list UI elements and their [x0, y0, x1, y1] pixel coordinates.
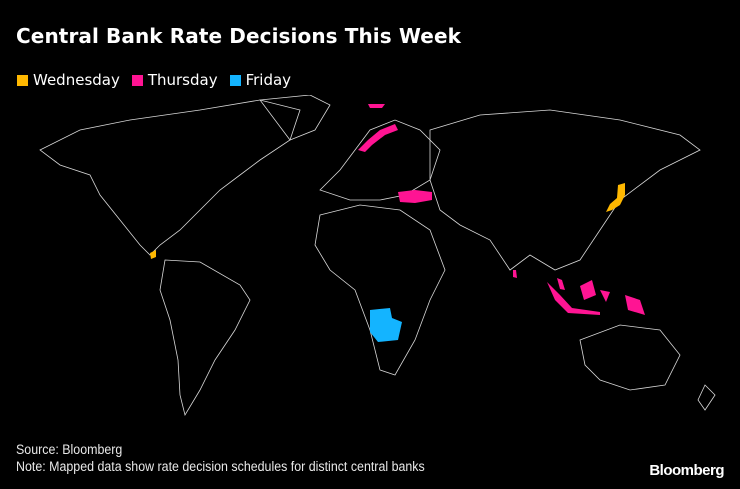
country-japan [606, 183, 625, 212]
country-angola [370, 308, 402, 342]
legend-label: Wednesday [33, 71, 120, 89]
bloomberg-logo: Bloomberg [649, 462, 724, 479]
footer: Source: Bloomberg Note: Mapped data show… [16, 441, 425, 475]
country-sri-lanka [513, 270, 517, 278]
legend-swatch-wednesday [17, 74, 28, 86]
new-zealand [697, 384, 716, 411]
australia [579, 324, 681, 391]
legend-item-thursday: Thursday [131, 71, 218, 89]
legend-label: Thursday [147, 71, 218, 89]
world-map [39, 95, 716, 417]
legend-label: Friday [245, 71, 292, 89]
north-america [39, 99, 301, 256]
legend-item-wednesday: Wednesday [17, 71, 120, 89]
country-malaysia [557, 278, 565, 290]
note-text: Note: Mapped data show rate decision sch… [16, 459, 425, 474]
source-text: Source: Bloomberg [16, 442, 123, 457]
greenland [259, 95, 331, 141]
country-norway [358, 124, 398, 152]
legend-item-friday: Friday [229, 71, 292, 89]
asia [429, 109, 701, 271]
country-svalbard [368, 104, 385, 108]
legend-swatch-thursday [131, 74, 143, 86]
chart-title: Central Bank Rate Decisions This Week [16, 24, 462, 48]
country-indonesia [547, 280, 645, 315]
legend-swatch-friday [229, 74, 241, 86]
africa [314, 204, 446, 376]
country-turkey [398, 190, 432, 203]
country-guatemala [150, 250, 156, 259]
south-america [159, 259, 251, 417]
legend: Wednesday Thursday Friday [17, 71, 291, 89]
